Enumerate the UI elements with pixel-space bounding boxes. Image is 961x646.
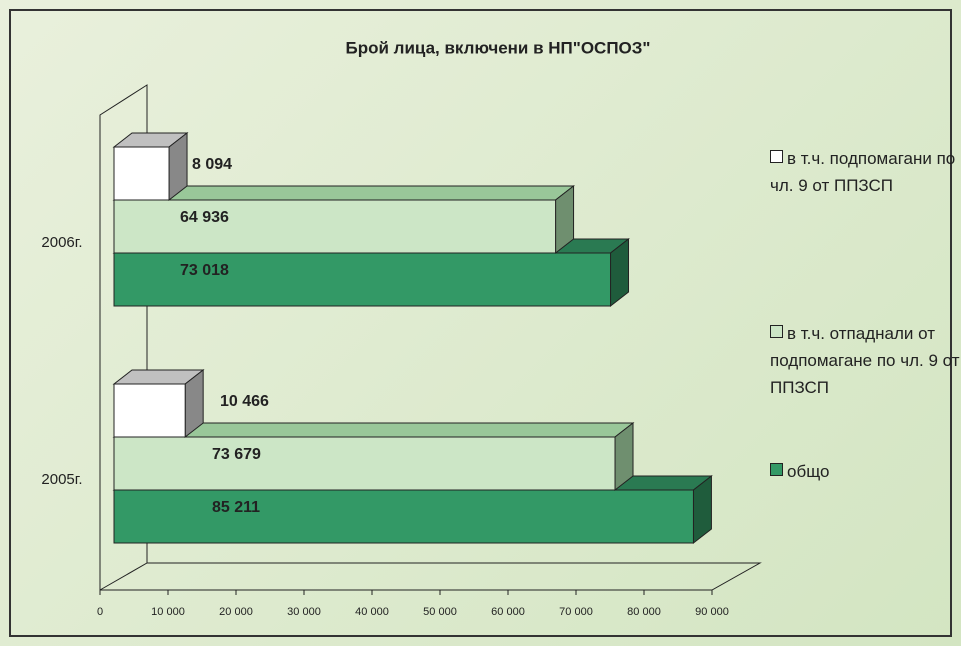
legend-swatch [770,150,783,163]
legend-swatch [770,325,783,338]
x-tick-label: 70 000 [559,606,593,618]
x-tick-label: 30 000 [287,606,321,618]
bar [113,489,694,544]
legend-label: общо [787,462,830,481]
bar [113,436,616,491]
bar [113,252,612,307]
y-tick-label: 2006г. [41,234,82,251]
value-label: 73 018 [180,262,229,279]
x-tick-label: 10 000 [151,606,185,618]
bar [113,146,170,201]
legend-item: общо [770,458,960,485]
frame [9,9,952,637]
x-tick-label: 90 000 [695,606,729,618]
legend-label: в т.ч. отпаднали от подпомагане по чл. 9… [770,324,960,397]
legend-item: в т.ч. подпомагани по чл. 9 от ППЗСП [770,145,960,199]
x-tick-label: 20 000 [219,606,253,618]
x-tick-label: 0 [97,606,103,618]
value-label: 85 211 [212,499,260,516]
chart-title: Брой лица, включени в НП"ОСПОЗ" [346,38,651,57]
bar [113,383,186,438]
x-tick-label: 40 000 [355,606,389,618]
legend-item: в т.ч. отпаднали от подпомагане по чл. 9… [770,320,960,401]
x-tick-label: 50 000 [423,606,457,618]
value-label: 73 679 [212,446,261,463]
value-label: 10 466 [220,393,269,410]
x-tick-label: 80 000 [627,606,661,618]
bar [113,199,557,254]
value-label: 64 936 [180,209,229,226]
legend-label: в т.ч. подпомагани по чл. 9 от ППЗСП [770,149,956,195]
x-tick-label: 60 000 [491,606,525,618]
legend-swatch [770,463,783,476]
value-label: 8 094 [192,156,232,173]
y-tick-label: 2005г. [41,471,82,488]
